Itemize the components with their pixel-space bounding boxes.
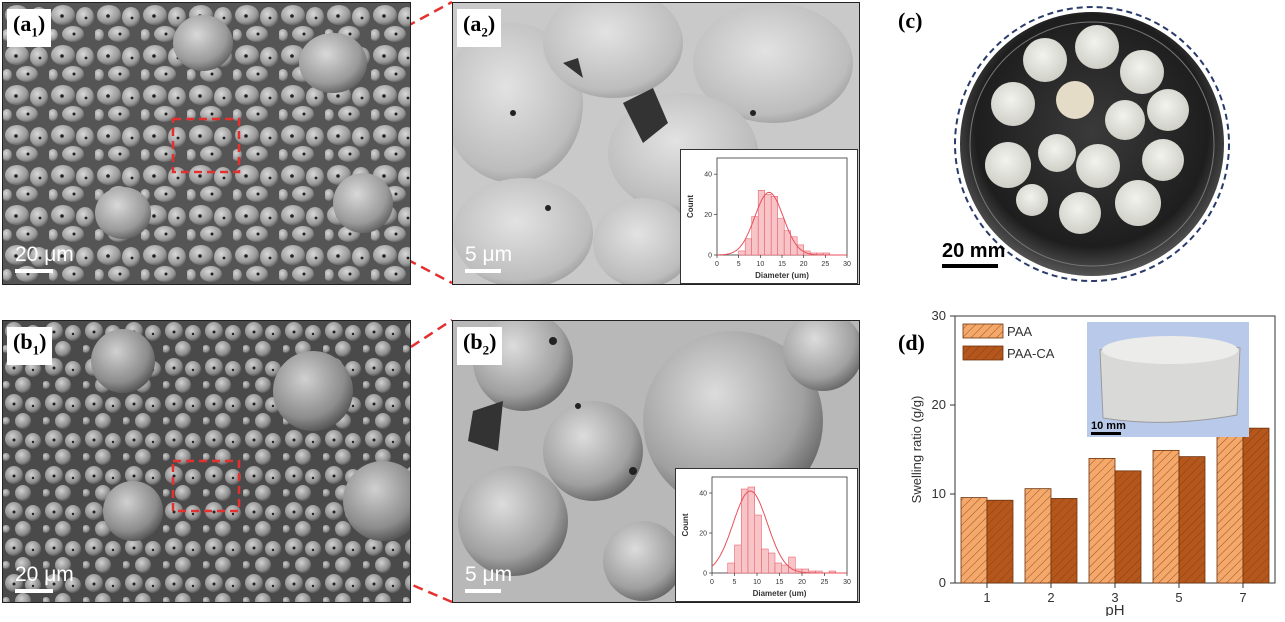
hist-bar bbox=[764, 194, 772, 256]
x-tick-label: 20 bbox=[800, 261, 808, 268]
x-tick-label: 30 bbox=[843, 579, 851, 586]
scale-label-a2: 5 μm bbox=[465, 243, 513, 266]
sem-image-b2 bbox=[453, 321, 859, 602]
x-tick-label: 5 bbox=[1175, 590, 1182, 605]
gaussian-fit-curve bbox=[711, 490, 847, 574]
bar-paa-ca bbox=[1242, 427, 1270, 584]
x-tick-label: 1 bbox=[983, 590, 990, 605]
panel-label-a2: (a2) bbox=[457, 9, 502, 48]
panel-label-b1: (b1) bbox=[7, 327, 53, 366]
x-tick-label: 20 bbox=[798, 579, 806, 586]
x-axis-label: Diameter (um) bbox=[755, 271, 809, 280]
panel-label-b2: (b2) bbox=[457, 327, 503, 366]
hist-bar bbox=[761, 548, 769, 574]
histogram-inset-a2: 0 5 10 15 20 25 30 0 20 40 Diameter (um) Count bbox=[680, 149, 858, 284]
legend-swatch-paa bbox=[962, 323, 1004, 339]
scale-bar-b1 bbox=[15, 589, 53, 593]
sem-panel-b1: (b1) 20 μm bbox=[2, 320, 411, 603]
x-tick-label: 0 bbox=[715, 261, 719, 268]
y-tick-label: 20 bbox=[932, 397, 946, 412]
scale-label-b2: 5 μm bbox=[465, 563, 513, 586]
scale-bar-c bbox=[942, 264, 998, 268]
sem-panel-b2: (b2) 5 μm 0 5 10 15 20 25 30 0 20 40 Diameter (um)… bbox=[452, 320, 860, 603]
x-tick-label: 25 bbox=[821, 261, 829, 268]
x-tick-label: 25 bbox=[821, 579, 829, 586]
sem-panel-a2: (a2) 5 μm 0 5 10 15 20 25 30 0 20 40 Diameter (um)… bbox=[452, 2, 860, 285]
histogram-inset-b2: 0 5 10 15 20 25 30 0 20 40 Diameter (um) Count bbox=[675, 468, 858, 602]
hist-bar bbox=[734, 544, 742, 574]
bar-paa bbox=[1024, 488, 1052, 584]
histogram-b2: 0 5 10 15 20 25 30 0 20 40 Diameter (um) Count bbox=[681, 476, 851, 598]
sem-panel-a1: (a1) 20 μm bbox=[2, 2, 411, 285]
y-tick-label: 20 bbox=[699, 531, 707, 538]
hist-bar bbox=[744, 238, 752, 256]
bar-paa-ca bbox=[1178, 456, 1206, 584]
y-axis-label: Swelling ratio (g/g) bbox=[909, 396, 924, 504]
y-tick-label: 40 bbox=[704, 172, 712, 179]
x-axis-label: pH bbox=[1105, 602, 1124, 616]
y-tick-label: 0 bbox=[939, 575, 946, 590]
hist-bar bbox=[770, 196, 778, 256]
histogram-a2: 0 5 10 15 20 25 30 0 20 40 Diameter (um) Count bbox=[686, 157, 851, 280]
y-tick-label: 0 bbox=[708, 253, 712, 260]
hist-bar bbox=[788, 556, 796, 574]
x-tick-label: 7 bbox=[1239, 590, 1246, 605]
bar-paa-ca bbox=[1114, 470, 1142, 584]
y-tick-label: 30 bbox=[932, 310, 946, 323]
sem-image-a1 bbox=[3, 3, 410, 284]
scale-label-c: 20 mm bbox=[942, 240, 1006, 262]
scale-label-b1: 20 μm bbox=[15, 563, 74, 586]
scale-bar-b2 bbox=[465, 589, 501, 593]
bar-paa-ca bbox=[986, 499, 1014, 584]
legend-label: PAA bbox=[1007, 324, 1032, 339]
x-tick-label: 10 bbox=[756, 261, 764, 268]
x-tick-label: 2 bbox=[1047, 590, 1054, 605]
petri-dish-image bbox=[954, 6, 1230, 282]
hist-bar bbox=[790, 236, 798, 256]
x-tick-label: 15 bbox=[776, 579, 784, 586]
y-tick-label: 40 bbox=[699, 491, 707, 498]
x-axis-label: Diameter (um) bbox=[753, 589, 807, 598]
bar-paa-ca bbox=[1050, 498, 1078, 584]
hist-bar bbox=[738, 250, 746, 256]
hist-bar bbox=[727, 562, 735, 574]
y-tick-label: 10 bbox=[932, 486, 946, 501]
x-tick-label: 15 bbox=[778, 261, 786, 268]
inset-scale-label: 10 mm bbox=[1091, 420, 1126, 432]
x-tick-label: 30 bbox=[843, 261, 851, 268]
hydrogel-inset-photo bbox=[1087, 322, 1249, 437]
bar-paa bbox=[960, 497, 988, 584]
hist-bar bbox=[754, 514, 762, 574]
hist-bar bbox=[768, 552, 776, 574]
hist-bar bbox=[774, 562, 782, 574]
legend-swatch-paa-ca bbox=[962, 345, 1004, 361]
legend-label: PAA-CA bbox=[1007, 346, 1055, 361]
hist-bar bbox=[747, 486, 755, 574]
swelling-ratio-chart: 1 2 3 5 7 0 10 20 30 pH Swelling ratio (g/g) PAA PAA… bbox=[909, 310, 1276, 616]
hist-bar bbox=[777, 218, 785, 256]
inset-scale-bar bbox=[1091, 432, 1121, 435]
y-axis-label: Count bbox=[686, 195, 695, 218]
y-tick-label: 0 bbox=[703, 571, 707, 578]
bar-paa bbox=[1216, 426, 1244, 584]
scale-bar-a2 bbox=[465, 269, 501, 273]
panel-label-a1: (a1) bbox=[7, 9, 52, 48]
sem-image-b1 bbox=[3, 321, 410, 602]
hist-bar bbox=[741, 488, 749, 574]
scale-label-a1: 20 μm bbox=[15, 243, 74, 266]
scale-bar-a1 bbox=[15, 269, 53, 273]
x-tick-label: 0 bbox=[710, 579, 714, 586]
y-tick-label: 20 bbox=[704, 212, 712, 219]
x-tick-label: 10 bbox=[753, 579, 761, 586]
panel-label-d: (d) bbox=[898, 330, 925, 355]
hist-bar bbox=[781, 564, 789, 574]
x-tick-label: 3 bbox=[1111, 590, 1118, 605]
x-tick-label: 5 bbox=[737, 261, 741, 268]
bar-paa bbox=[1088, 457, 1116, 584]
panel-label-c: (c) bbox=[898, 8, 923, 33]
bar-paa bbox=[1152, 449, 1180, 584]
x-tick-label: 5 bbox=[733, 579, 737, 586]
hist-bar bbox=[783, 230, 791, 256]
y-axis-label: Count bbox=[681, 513, 690, 536]
